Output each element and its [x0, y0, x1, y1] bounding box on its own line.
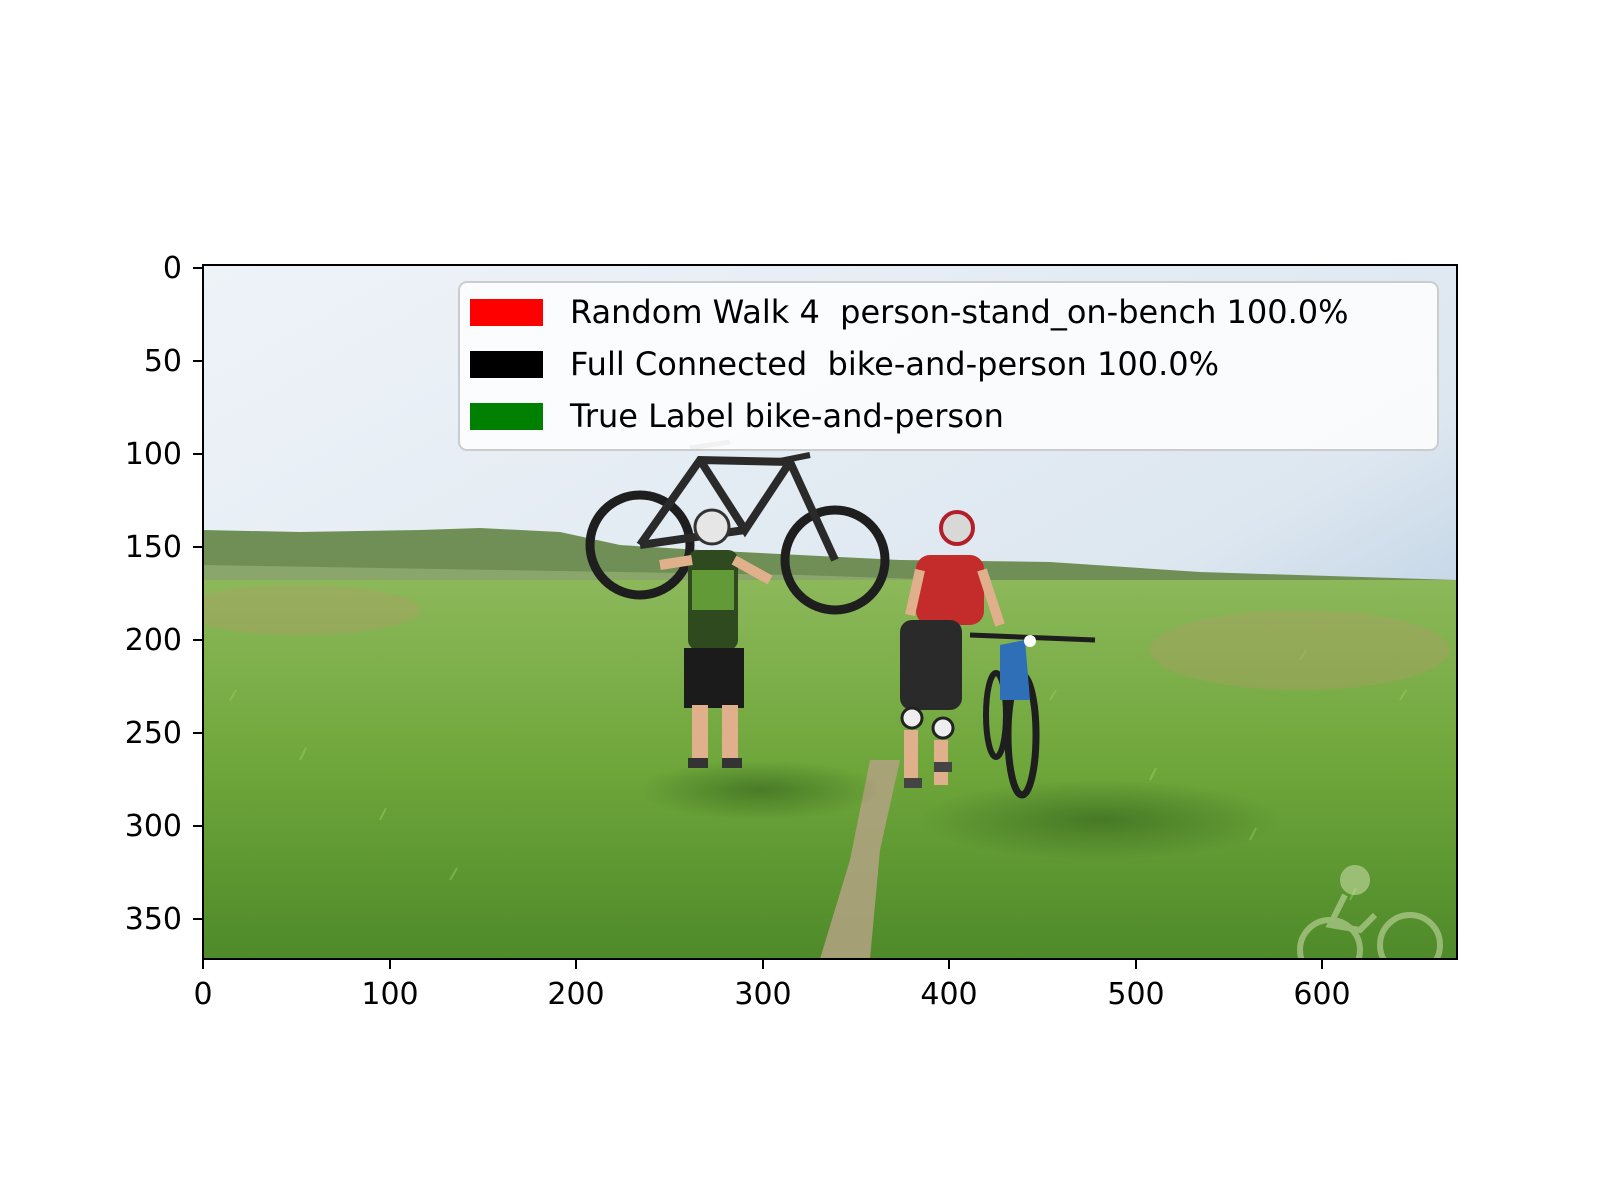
y-tick-label: 250 — [125, 716, 182, 751]
shadow-right — [920, 780, 1280, 860]
watermark-logo — [1297, 865, 1443, 959]
cyclist-carrying-bike — [585, 439, 890, 768]
legend-label-random-walk: Random Walk 4 person-stand_on-bench 100.… — [570, 293, 1349, 331]
y-tick-label: 200 — [125, 623, 182, 658]
dirt-path — [820, 760, 900, 959]
legend-label-full-connected: Full Connected bike-and-person 100.0% — [570, 345, 1219, 383]
x-axis: 0 100 200 300 400 500 600 — [193, 959, 1351, 1012]
y-tick-label: 350 — [125, 902, 182, 937]
y-tick-label: 100 — [125, 437, 182, 472]
x-tick-label: 200 — [547, 977, 604, 1012]
x-tick-label: 600 — [1293, 977, 1350, 1012]
dry-grass-patch — [203, 585, 1450, 690]
legend-swatch-true-label — [470, 403, 543, 430]
legend-box — [458, 281, 1439, 451]
x-tick-label: 400 — [920, 977, 977, 1012]
x-tick-label: 500 — [1107, 977, 1164, 1012]
axes-frame — [202, 264, 1458, 960]
y-tick-label: 300 — [125, 809, 182, 844]
shadow-left — [640, 760, 880, 820]
cyclist-walking-bike — [900, 510, 1096, 799]
legend-swatch-full-connected — [470, 351, 543, 378]
y-tick-label: 50 — [144, 344, 182, 379]
grass-texture — [229, 649, 1407, 901]
legend-label-true-label: True Label bike-and-person — [569, 397, 1004, 435]
x-tick-label: 300 — [734, 977, 791, 1012]
legend: Random Walk 4 person-stand_on-bench 100.… — [458, 281, 1439, 451]
x-tick-label: 0 — [193, 977, 212, 1012]
y-tick-label: 150 — [125, 530, 182, 565]
x-tick-label: 100 — [361, 977, 418, 1012]
y-axis: 0 50 100 150 200 250 300 350 — [125, 251, 203, 937]
legend-swatch-random-walk — [470, 299, 543, 326]
y-tick-label: 0 — [163, 251, 182, 286]
